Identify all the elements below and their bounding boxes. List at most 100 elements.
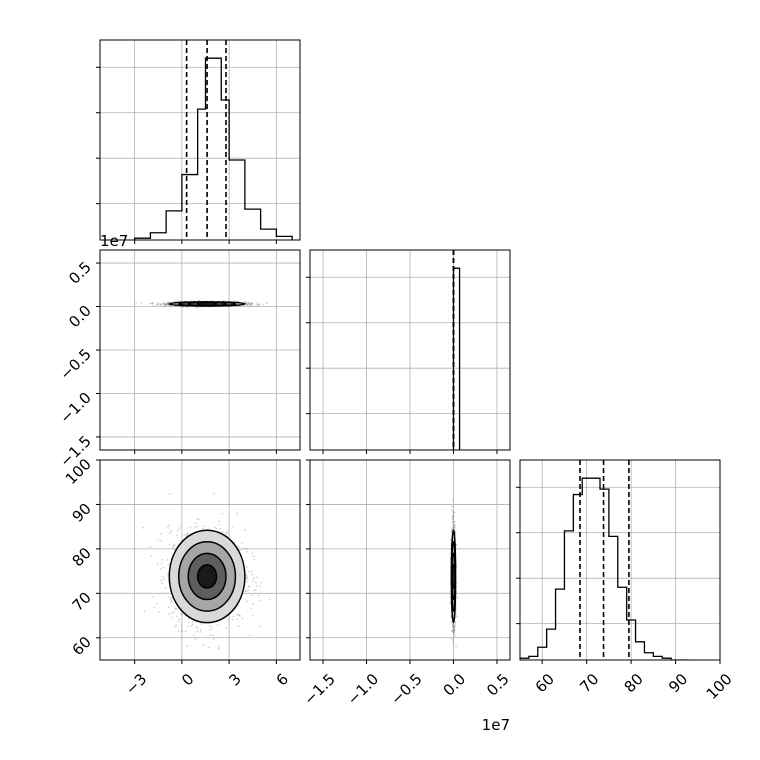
scatter-point (251, 304, 253, 307)
scatter-point (153, 606, 156, 609)
scatter-point (157, 538, 160, 541)
scatter-point (452, 629, 455, 631)
scatter-point (236, 613, 238, 616)
scatter-point (241, 617, 244, 620)
scatter-point (238, 614, 241, 617)
contour-line (187, 552, 227, 601)
scatter-point (265, 302, 268, 304)
scatter-point (179, 613, 182, 616)
scatter-point (237, 605, 240, 607)
scatter-point (222, 531, 224, 533)
scatter-point (174, 625, 176, 628)
scatter-point (450, 531, 453, 534)
scatter-point (453, 629, 456, 632)
scatter-point (226, 530, 229, 533)
scatter-point (209, 633, 212, 636)
scatter-point (164, 303, 166, 306)
scatter-point (212, 638, 215, 641)
scatter-point (250, 570, 253, 573)
scatter-point (160, 579, 163, 582)
scatter-point (259, 585, 262, 588)
scatter-point (216, 624, 219, 626)
plot-area (520, 460, 689, 660)
scatter-point (250, 302, 253, 305)
scatter-point (202, 527, 204, 530)
scatter-point (244, 301, 247, 303)
scatter-point (196, 518, 199, 521)
contour-line (450, 564, 457, 589)
scatter-point (168, 524, 170, 527)
scatter-point (168, 543, 171, 546)
scatter-point (451, 625, 454, 628)
scatter-point (214, 526, 217, 529)
scatter-point (165, 303, 168, 306)
y-tick-label: 70 (69, 588, 95, 614)
scatter-point (452, 515, 454, 518)
histogram-step (133, 57, 293, 240)
scatter-point (257, 305, 260, 307)
scatter-point (182, 306, 184, 308)
scatter-point (258, 303, 261, 306)
scatter-point (150, 554, 153, 557)
scatter-point (237, 625, 240, 627)
scatter-point (165, 302, 167, 305)
scatter-point (255, 576, 258, 579)
scatter-point (149, 546, 152, 548)
scatter-point (157, 302, 160, 305)
scatter-point (453, 627, 456, 630)
y-tick-label: −1.0 (56, 389, 94, 427)
scatter-point (162, 301, 165, 304)
x-tick-label: −0.5 (387, 670, 425, 708)
scatter-point (248, 301, 251, 304)
scatter-point (451, 514, 454, 517)
scatter-point (162, 302, 165, 305)
scatter-point (236, 618, 239, 621)
scatter-point (251, 573, 254, 576)
scatter-point (189, 526, 192, 529)
scatter-point (251, 579, 254, 582)
plot-area (452, 250, 461, 450)
scatter-point (452, 527, 455, 530)
scatter-point (245, 547, 248, 550)
scatter-point (245, 302, 247, 305)
scatter-point (453, 526, 455, 529)
scatter-point (178, 618, 181, 621)
scatter-point (181, 629, 183, 632)
scatter-point (170, 600, 173, 602)
scatter-point (197, 306, 200, 309)
scatter-point (157, 610, 160, 613)
scatter-point (453, 629, 456, 631)
scatter-point (247, 302, 250, 304)
scatter-point (450, 637, 453, 640)
x-tick-label: 0.5 (483, 670, 513, 700)
scatter-point (450, 530, 453, 533)
scatter-point (453, 631, 455, 634)
scatter-point (246, 303, 249, 306)
scatter-point (186, 532, 189, 535)
contour-line (196, 301, 218, 307)
scatter-point (207, 646, 210, 649)
scatter-point (268, 598, 271, 601)
scatter-point (161, 303, 163, 306)
scatter-point (164, 304, 167, 306)
scatter-point (173, 543, 176, 546)
scatter-point (226, 532, 228, 535)
scatter-point (247, 586, 250, 588)
scatter-point (453, 524, 455, 527)
x-tick-label: 0.0 (440, 670, 470, 700)
scatter-point (166, 303, 169, 305)
scatter-point (166, 573, 169, 576)
scatter-point (236, 512, 238, 515)
scatter-point (451, 528, 454, 531)
scatter-point (160, 562, 163, 565)
scatter-point (168, 563, 170, 566)
scatter-point (160, 539, 163, 542)
scatter-point (168, 301, 170, 304)
scatter-point (451, 630, 453, 632)
scatter-point (218, 523, 221, 526)
scatter-point (249, 607, 252, 610)
scatter-point (166, 526, 169, 529)
scatter-point (159, 304, 162, 307)
scatter-point (241, 541, 243, 544)
scatter-point (453, 524, 456, 527)
